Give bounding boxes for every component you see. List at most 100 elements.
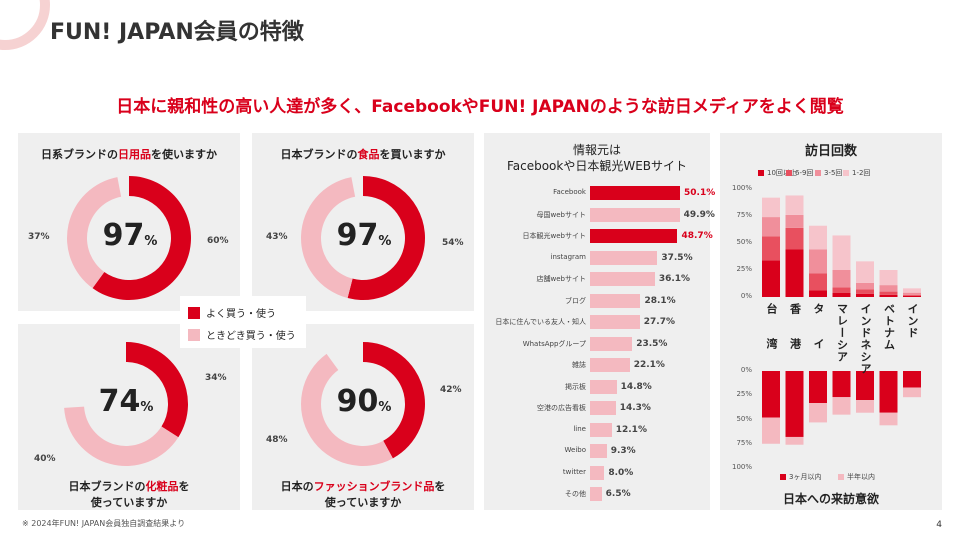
info-bar-value: 14.3% bbox=[619, 403, 651, 413]
info-bar-value: 22.1% bbox=[633, 360, 665, 370]
visits-legend-bottom-item: 3ヶ月以内 bbox=[780, 472, 821, 482]
visits-country-label: インドネシア bbox=[859, 303, 872, 375]
donut-title-4: 日本のファッションブランド品を 使っていますか bbox=[280, 480, 446, 509]
donut-title-2: 日本ブランドの食品を買いますか bbox=[280, 148, 446, 161]
visits-country-label: ベトナム bbox=[882, 303, 896, 351]
info-bar bbox=[590, 186, 680, 200]
info-bar bbox=[590, 207, 680, 222]
visits-bottom-title: 日本への来訪意欲 bbox=[782, 492, 879, 506]
info-bar-row: 日本観光webサイト 48.7% bbox=[486, 227, 716, 243]
visits-legend-bottom-item: 半年以内 bbox=[838, 472, 875, 482]
visits-ytick-top: 100% bbox=[731, 184, 752, 192]
info-bar-row: 店舗webサイト 36.1% bbox=[486, 270, 716, 286]
info-bar bbox=[590, 444, 607, 458]
info-bar bbox=[590, 465, 605, 480]
corner-decoration bbox=[0, 0, 50, 50]
donut-title-3: 日本ブランドの化粧品を 使っていますか bbox=[68, 480, 190, 509]
donut-total-1: 97% bbox=[102, 218, 158, 253]
page-number: 4 bbox=[936, 520, 942, 530]
page-title: FUN! JAPAN会員の特徴 bbox=[50, 20, 304, 45]
visits-panel bbox=[720, 133, 942, 510]
visits-ytick-top: 75% bbox=[736, 211, 752, 219]
info-bar bbox=[590, 358, 630, 372]
info-bar-row: line 12.1% bbox=[486, 421, 716, 437]
info-bar bbox=[590, 229, 678, 243]
info-bar bbox=[590, 315, 640, 329]
info-bar-label: WhatsAppグループ bbox=[522, 339, 586, 348]
donut-3-light-label: 40% bbox=[34, 454, 56, 464]
donut-3-strong-label: 34% bbox=[205, 373, 227, 383]
info-bar bbox=[590, 422, 612, 437]
visits-legend-item: 6-9回 bbox=[786, 168, 813, 178]
info-bar-row: Weibo 9.3% bbox=[486, 442, 716, 458]
info-sources-bars: Facebook 50.1% 母国webサイト 49.9% 日本観光webサイト 48.7… bbox=[486, 184, 715, 504]
footnote: ※ 2024年FUN! JAPAN会員独自調査結果より bbox=[22, 519, 186, 528]
visits-ytick-bottom: 25% bbox=[736, 390, 752, 399]
info-bar-row: その他 6.5% bbox=[486, 485, 716, 501]
visits-title: 訪日回数 bbox=[804, 144, 857, 159]
donut-1-light-label: 37% bbox=[28, 232, 50, 242]
visits-ytick-top: 25% bbox=[736, 265, 752, 273]
visits-country-label: 香港 bbox=[788, 303, 802, 373]
visits-country-label: マレーシア bbox=[835, 303, 849, 363]
info-bar-label: 母国webサイト bbox=[536, 210, 586, 219]
donut-2-strong-label: 54% bbox=[442, 238, 464, 248]
legend-swatch-light bbox=[188, 328, 200, 341]
info-bar bbox=[590, 272, 655, 286]
info-bar-value: 6.5% bbox=[605, 489, 631, 499]
info-bar-value: 36.1% bbox=[658, 274, 691, 284]
info-bar bbox=[590, 379, 617, 394]
visits-legend-item: 10回以上 bbox=[758, 168, 797, 178]
info-bar-label: 雑誌 bbox=[572, 361, 586, 369]
donut-4-light-label: 48% bbox=[266, 435, 288, 445]
visits-country-label: タイ bbox=[812, 303, 825, 373]
info-bar-label: ブログ bbox=[565, 296, 586, 305]
info-bar-value: 9.3% bbox=[610, 446, 636, 456]
donut-title-1: 日系ブランドの日用品を使いますか bbox=[41, 148, 217, 161]
info-bar bbox=[590, 487, 602, 501]
info-bar-label: line bbox=[573, 424, 586, 433]
visits-legend-item: 1-2回 bbox=[843, 168, 870, 178]
info-bar-label: 日本観光webサイト bbox=[522, 232, 586, 240]
visits-ytick-top: 50% bbox=[736, 238, 752, 246]
legend-item-light: ときどき買う・使う bbox=[188, 327, 296, 342]
info-sources-title: 情報元は Facebookや日本観光WEBサイト bbox=[506, 143, 688, 173]
info-bar-label: Weibo bbox=[564, 446, 587, 454]
info-bar-label: Facebook bbox=[553, 188, 586, 196]
donut-total-3: 74% bbox=[98, 384, 154, 419]
info-bar-row: Facebook 50.1% bbox=[486, 184, 716, 200]
info-bar bbox=[590, 293, 641, 308]
info-bar-value: 37.5% bbox=[661, 252, 693, 263]
visits-ytick-bottom: 0% bbox=[740, 366, 752, 374]
info-bar-value: 49.9% bbox=[683, 209, 715, 220]
info-bar bbox=[590, 401, 616, 415]
info-bar-value: 50.1% bbox=[684, 188, 716, 198]
info-bar bbox=[590, 336, 633, 351]
info-bar-label: instagram bbox=[550, 252, 587, 261]
donut-4-strong-label: 42% bbox=[440, 385, 462, 395]
info-bar-row: 母国webサイト 49.9% bbox=[486, 206, 716, 222]
info-bar-value: 12.1% bbox=[615, 424, 647, 435]
donut-total-2: 97% bbox=[336, 218, 392, 253]
info-bar-row: 掲示板 14.8% bbox=[486, 378, 716, 394]
info-bar-row: WhatsAppグループ 23.5% bbox=[486, 335, 716, 351]
info-bar-label: 日本に住んでいる友人・知人 bbox=[495, 318, 586, 326]
info-bar-value: 27.7% bbox=[643, 317, 675, 327]
visits-ytick-bottom: 75% bbox=[736, 438, 752, 447]
legend-item-strong: よく買う・使う bbox=[188, 305, 276, 320]
visits-country-label: インド bbox=[906, 303, 919, 339]
visits-ytick-bottom: 100% bbox=[731, 463, 752, 471]
info-bar bbox=[590, 250, 658, 265]
info-bar-row: instagram 37.5% bbox=[486, 249, 716, 265]
info-bar-row: twitter 8.0% bbox=[486, 464, 716, 480]
info-bar-row: ブログ 28.1% bbox=[486, 292, 716, 308]
donut-legend: よく買う・使う ときどき買う・使う bbox=[180, 296, 306, 348]
info-bar-value: 8.0% bbox=[608, 467, 634, 478]
info-bar-label: 店舗webサイト bbox=[536, 275, 586, 283]
donut-total-4: 90% bbox=[336, 384, 392, 419]
info-bar-row: 雑誌 22.1% bbox=[486, 356, 716, 372]
info-bar-row: 日本に住んでいる友人・知人 27.7% bbox=[486, 313, 716, 329]
donut-2-light-label: 43% bbox=[266, 232, 288, 242]
visits-ytick-bottom: 50% bbox=[736, 414, 752, 423]
legend-swatch-strong bbox=[188, 306, 200, 319]
